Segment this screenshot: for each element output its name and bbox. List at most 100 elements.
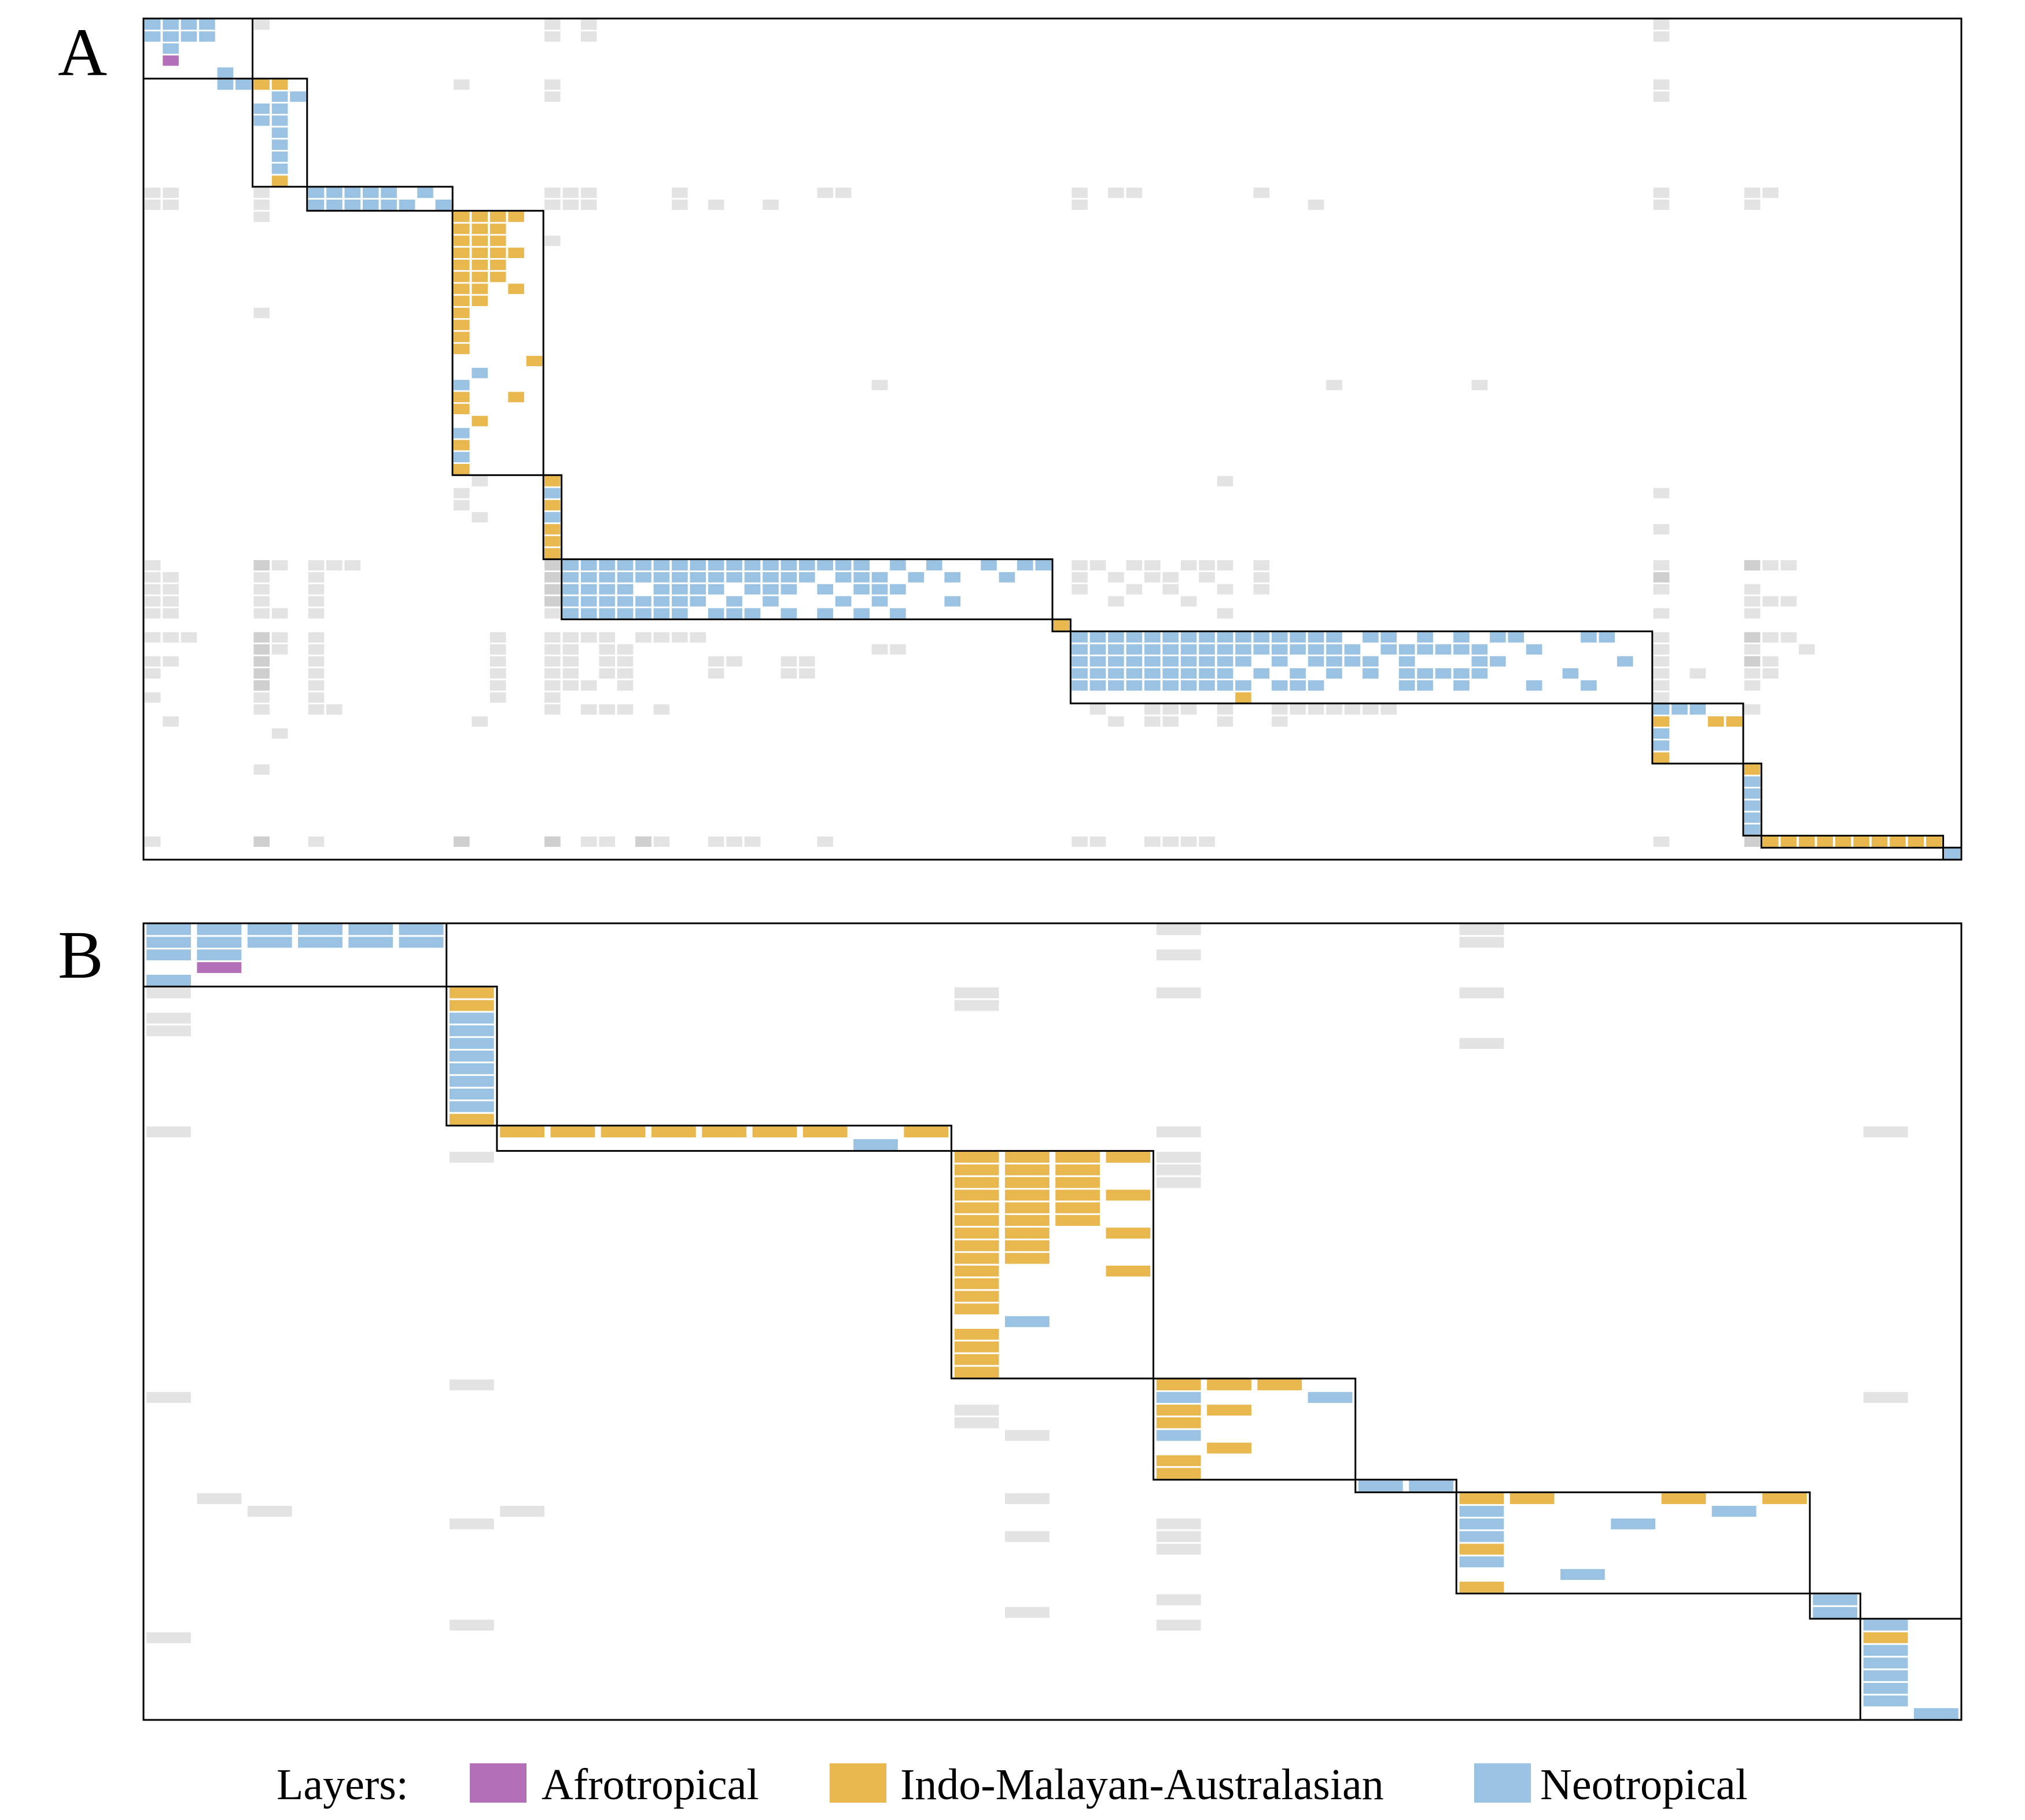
interlayer-cell <box>163 716 179 727</box>
module-cell-neotropical <box>199 19 215 30</box>
module-cell-neotropical <box>1162 632 1179 643</box>
module-cell-neotropical <box>599 560 615 571</box>
module-cell-indo-malayan-australasian <box>449 987 494 999</box>
module-cell-neotropical <box>1617 656 1633 667</box>
interlayer-cell <box>871 644 888 655</box>
module-cell-indo-malayan-australasian <box>454 331 470 342</box>
module-cell-neotropical <box>853 572 870 583</box>
interlayer-cell-dark <box>1744 836 1761 847</box>
interlayer-cell-dark <box>454 836 470 847</box>
module-cell-indo-malayan-australasian <box>1257 1379 1302 1391</box>
module-cell-neotropical <box>653 560 670 571</box>
module-cell-neotropical <box>1271 680 1288 691</box>
module-cell-neotropical <box>599 596 615 607</box>
interlayer-cell <box>581 836 597 847</box>
interlayer-cell <box>1344 704 1361 715</box>
module-outline-11 <box>1760 835 1945 849</box>
module-cell-neotropical <box>144 19 161 30</box>
module-cell-neotropical <box>1944 848 1961 859</box>
module-cell-neotropical <box>308 200 325 210</box>
module-cell-indo-malayan-australasian <box>1762 836 1779 847</box>
legend-swatch-neotropical <box>1474 1763 1531 1803</box>
module-outline-9 <box>1651 702 1744 765</box>
interlayer-cell <box>1108 716 1124 727</box>
interlayer-cell <box>308 680 325 691</box>
interlayer-cell <box>1199 836 1215 847</box>
interlayer-cell <box>489 644 506 655</box>
module-outline-6 <box>1354 1479 1457 1494</box>
interlayer-cell <box>1162 584 1179 595</box>
interlayer-cell <box>144 596 161 607</box>
interlayer-cell-dark <box>1744 656 1761 667</box>
module-cell-neotropical <box>449 1038 494 1049</box>
interlayer-cell <box>326 704 343 715</box>
interlayer-cell <box>1156 1164 1201 1176</box>
interlayer-cell <box>562 680 579 691</box>
module-cell-neotropical <box>690 560 706 571</box>
module-cell-neotropical <box>1271 656 1288 667</box>
module-cell-indo-malayan-australasian <box>454 271 470 282</box>
module-cell-indo-malayan-australasian <box>1055 1215 1100 1226</box>
module-cell-neotropical <box>181 31 197 42</box>
interlayer-cell <box>144 608 161 619</box>
module-cell-neotropical <box>1471 668 1488 679</box>
module-cell-neotropical <box>599 608 615 619</box>
interlayer-cell <box>163 632 179 643</box>
module-cell-indo-malayan-australasian <box>1653 752 1670 763</box>
module-cell-indo-malayan-australasian <box>454 404 470 414</box>
module-cell-neotropical <box>763 596 779 607</box>
module-cell-indo-malayan-australasian <box>454 283 470 294</box>
module-cell-indo-malayan-australasian <box>1005 1189 1050 1201</box>
module-cell-indo-malayan-australasian <box>802 1126 848 1137</box>
module-cell-indo-malayan-australasian <box>954 1189 999 1201</box>
module-cell-indo-malayan-australasian <box>489 271 506 282</box>
interlayer-cell <box>1653 656 1670 667</box>
module-cell-indo-malayan-australasian <box>271 175 288 186</box>
module-cell-neotropical <box>1199 632 1215 643</box>
interlayer-cell <box>1744 668 1761 679</box>
module-cell-neotropical <box>744 584 761 595</box>
interlayer-cell <box>1290 704 1306 715</box>
module-cell-neotropical <box>449 1088 494 1100</box>
module-cell-neotropical <box>348 937 393 948</box>
module-cell-neotropical <box>1217 644 1234 655</box>
module-cell-neotropical <box>348 924 393 935</box>
module-cell-neotropical <box>1653 740 1670 751</box>
module-cell-neotropical <box>271 139 288 150</box>
module-cell-neotropical <box>1326 668 1342 679</box>
module-cell-neotropical <box>1744 776 1761 787</box>
module-cell-indo-malayan-australasian <box>500 1126 544 1137</box>
interlayer-cell <box>247 1506 292 1517</box>
interlayer-cell <box>1156 1531 1201 1542</box>
module-cell-indo-malayan-australasian <box>508 283 524 294</box>
module-cell-indo-malayan-australasian <box>1661 1493 1706 1504</box>
module-cell-neotropical <box>1326 656 1342 667</box>
interlayer-cell <box>1780 632 1797 643</box>
module-cell-neotropical <box>653 608 670 619</box>
module-cell-neotropical <box>472 367 488 378</box>
module-cell-indo-malayan-australasian <box>489 235 506 246</box>
module-cell-neotropical <box>617 572 634 583</box>
interlayer-cell <box>163 656 179 667</box>
interlayer-cell <box>1780 560 1797 571</box>
module-cell-neotropical <box>1126 644 1143 655</box>
module-cell-neotropical <box>1217 632 1234 643</box>
module-cell-neotropical <box>1180 668 1197 679</box>
interlayer-cell <box>581 187 597 198</box>
module-cell-neotropical <box>544 512 561 522</box>
module-cell-indo-malayan-australasian <box>954 1341 999 1353</box>
module-cell-neotropical <box>1308 1392 1353 1403</box>
module-cell-neotropical <box>1344 656 1361 667</box>
interlayer-cell <box>726 836 742 847</box>
interlayer-cell <box>708 200 724 210</box>
module-cell-indo-malayan-australasian <box>454 344 470 355</box>
module-cell-neotropical <box>1326 644 1342 655</box>
module-cell-indo-malayan-australasian <box>954 1252 999 1264</box>
interlayer-cell <box>1653 680 1670 691</box>
interlayer-cell-dark <box>1744 632 1761 643</box>
module-cell-neotropical <box>1914 1708 1958 1719</box>
module-cell-neotropical <box>1744 788 1761 799</box>
module-cell-neotropical <box>1398 644 1415 655</box>
module-cell-neotropical <box>1611 1518 1656 1530</box>
interlayer-cell <box>1180 836 1197 847</box>
